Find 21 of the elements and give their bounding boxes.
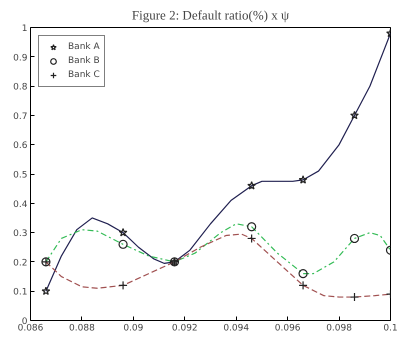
y-tick-label: 0.7	[13, 112, 28, 122]
x-tick-label: 0.09	[123, 324, 144, 334]
y-tick-label: 0.1	[13, 288, 28, 298]
legend-label: Bank B	[68, 55, 100, 68]
x-tick-label: 0.1	[383, 324, 398, 334]
y-tick-label: 0.5	[13, 170, 28, 180]
x-tick-label: 0.096	[274, 324, 301, 334]
legend-label: Bank A	[68, 41, 100, 54]
x-tick-label: 0.092	[172, 324, 198, 334]
legend-label: Bank C	[68, 69, 100, 82]
y-tick-label: 0.3	[13, 229, 28, 240]
y-tick-label: 0.8	[13, 82, 28, 93]
x-tick-label: 0.094	[223, 324, 250, 334]
y-tick-label: 0.2	[13, 258, 28, 268]
y-tick-label: 1	[22, 24, 28, 34]
y-tick-label: 0.9	[13, 53, 28, 64]
y-tick-label: 0.4	[13, 200, 28, 210]
x-tick-label: 0.088	[69, 324, 96, 334]
y-tick-label: 0.6	[13, 141, 28, 152]
x-tick-label: 0.098	[326, 324, 352, 334]
chart-title: Figure 2: Default ratio(%) x ψ	[132, 8, 290, 22]
